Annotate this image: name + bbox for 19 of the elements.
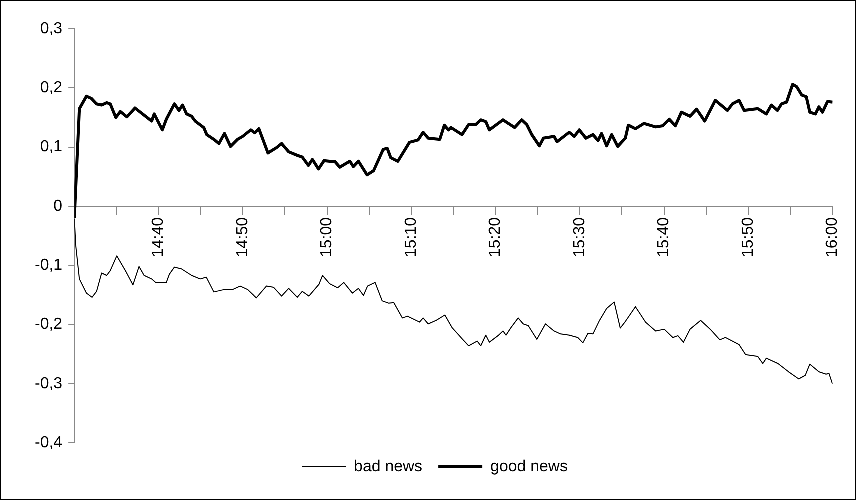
y-tick-label: 0,1: [40, 138, 63, 156]
x-tick-label: 15:20: [487, 217, 504, 258]
y-tick-label: 0,3: [40, 20, 63, 38]
legend-label: bad news: [354, 458, 423, 476]
x-tick-label: 15:40: [656, 217, 673, 258]
x-tick-label: 16:00: [824, 217, 842, 258]
y-tick-label: -0,3: [34, 375, 63, 392]
x-tick-label: 15:30: [571, 217, 588, 258]
x-tick-label: 15:50: [740, 217, 757, 258]
y-tick-label: -0,2: [34, 316, 63, 334]
y-tick-label: -0,4: [34, 434, 63, 452]
x-tick-label: 14:40: [150, 217, 168, 258]
legend-label: good news: [490, 458, 568, 476]
x-tick-label: 15:10: [402, 217, 420, 258]
y-tick-label: 0,2: [40, 80, 63, 97]
y-tick-label: -0,1: [34, 256, 63, 274]
x-tick-label: 15:00: [318, 217, 336, 258]
y-tick-label: 0: [54, 198, 63, 215]
x-tick-label: 14:50: [234, 217, 252, 258]
